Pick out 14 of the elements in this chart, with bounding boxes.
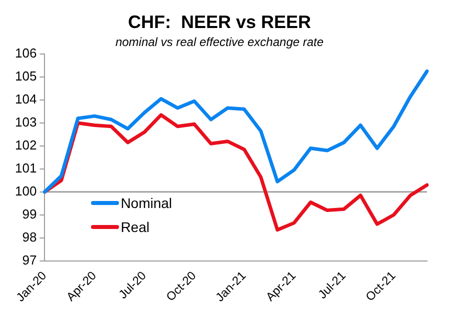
y-tick-label: 101 (14, 160, 37, 176)
chart-title: CHF: NEER vs REER (128, 12, 312, 32)
y-tick-label: 102 (14, 138, 37, 153)
y-tick-label: 99 (22, 206, 37, 222)
y-tick-label: 97 (22, 252, 37, 268)
y-tick-label: 98 (22, 229, 37, 244)
y-tick-label: 105 (14, 68, 37, 84)
legend-label: Real (120, 218, 150, 235)
y-tick-label: 100 (14, 183, 37, 198)
y-tick-label: 106 (14, 46, 37, 61)
y-tick-label: 103 (14, 114, 37, 130)
y-tick-label: 104 (14, 92, 37, 107)
legend-label: Nominal (120, 194, 172, 211)
chart-subtitle: nominal vs real effective exchange rate (115, 35, 324, 50)
